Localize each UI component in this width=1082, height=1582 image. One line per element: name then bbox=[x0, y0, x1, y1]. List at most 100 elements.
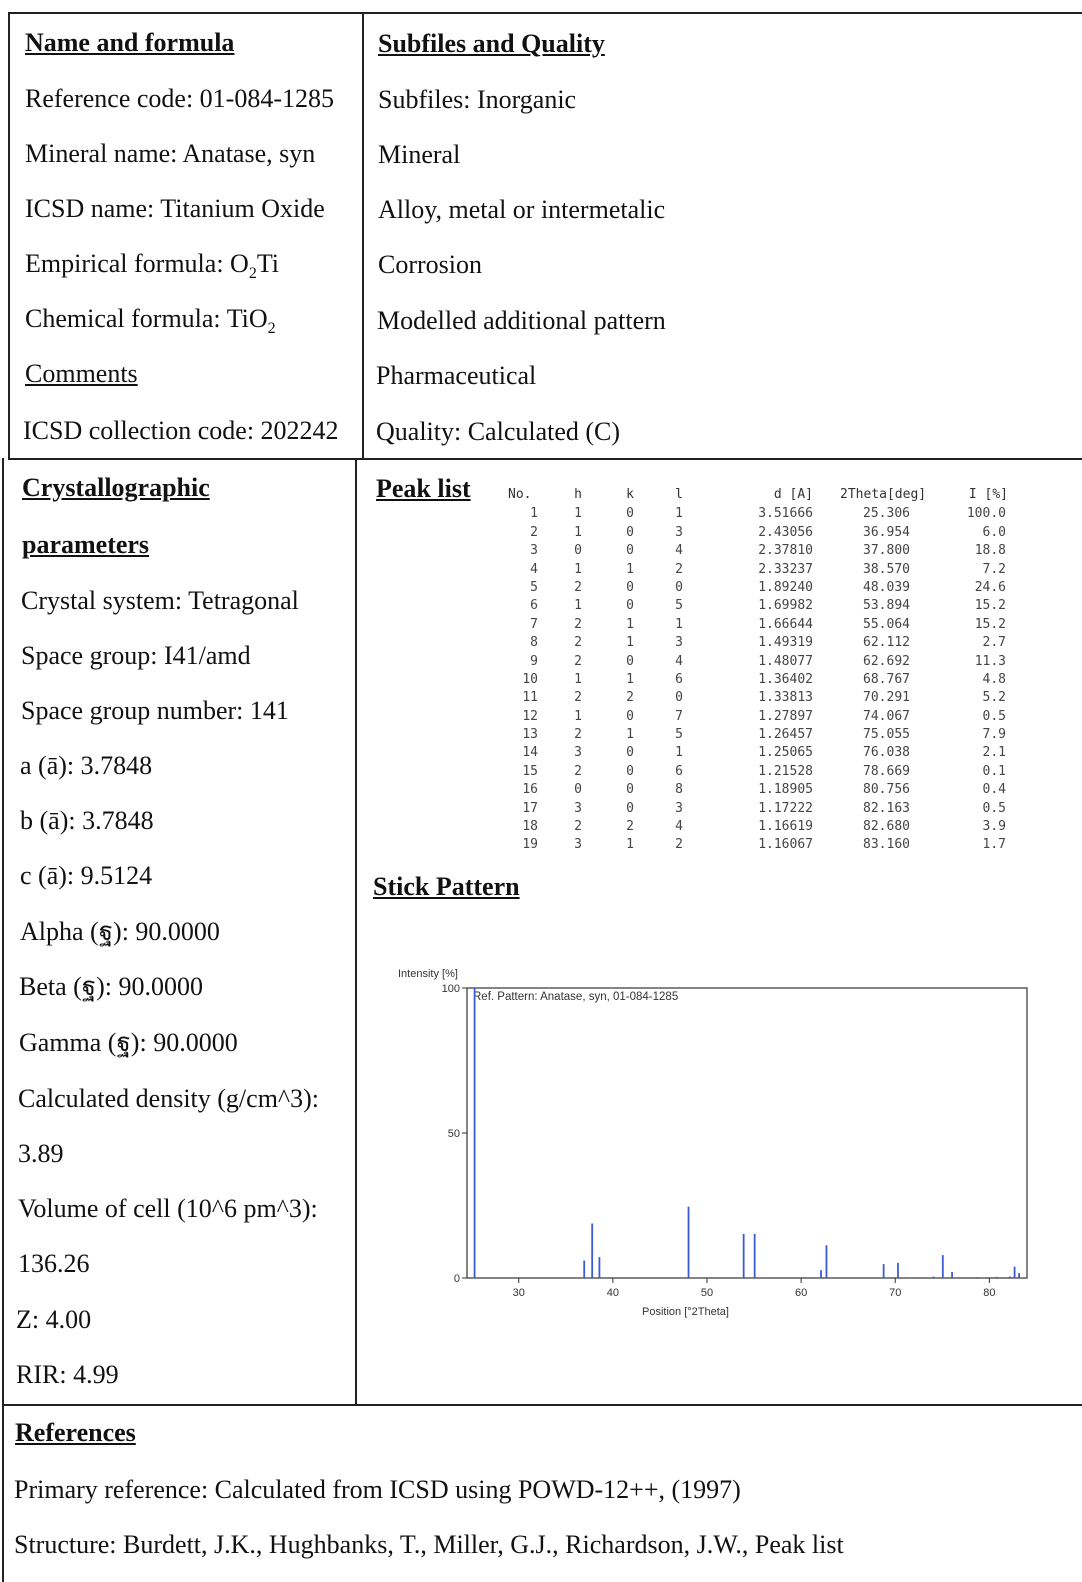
subfile-pharmaceutical: Pharmaceutical bbox=[376, 361, 537, 390]
peak-cell: 0.1 bbox=[982, 763, 1006, 779]
peak-cell: 0 bbox=[626, 800, 634, 816]
subfile-mineral: Mineral bbox=[378, 140, 461, 169]
peak-list-heading: Peak list bbox=[376, 474, 471, 503]
peak-cell: 1 bbox=[574, 524, 582, 540]
peak-cell: 3 bbox=[530, 543, 538, 559]
peak-cell: 1 bbox=[574, 708, 582, 724]
peak-cell: 1 bbox=[626, 727, 634, 743]
peak-cell: 2 bbox=[574, 579, 582, 595]
peak-cell: 4.8 bbox=[982, 671, 1006, 687]
peak-cell: 13 bbox=[522, 727, 538, 743]
peak-cell: 0 bbox=[626, 598, 634, 614]
chemical-formula: Chemical formula: TiO2 bbox=[25, 304, 276, 338]
peak-cell: 0 bbox=[626, 763, 634, 779]
empirical-formula: Empirical formula: O2Ti bbox=[25, 249, 280, 283]
peak-cell: 2 bbox=[574, 727, 582, 743]
peak-cell: 0 bbox=[626, 506, 634, 522]
peak-cell: 1 bbox=[626, 616, 634, 632]
peak-cell: 68.767 bbox=[863, 671, 910, 687]
peak-cell: 3.9 bbox=[982, 819, 1006, 835]
table-row-divider-1 bbox=[8, 458, 1082, 460]
peak-cell: 25.306 bbox=[863, 506, 910, 522]
table-left-border-bottom bbox=[2, 1404, 4, 1582]
peak-cell: 2 bbox=[574, 635, 582, 651]
density-label: Calculated density (g/cm^3): bbox=[18, 1084, 320, 1113]
peak-cell: 1.89240 bbox=[758, 579, 813, 595]
peak-cell: 5 bbox=[675, 598, 683, 614]
peak-cell: 1.48077 bbox=[758, 653, 813, 669]
peak-cell: 2.33237 bbox=[758, 561, 813, 577]
peak-cell: 5.2 bbox=[982, 690, 1006, 706]
mineral-name: Mineral name: Anatase, syn bbox=[25, 139, 316, 168]
table-middle-divider-top bbox=[362, 12, 364, 460]
peak-cell: 3 bbox=[574, 837, 582, 853]
peak-cell: 1.69982 bbox=[758, 598, 813, 614]
peak-cell: 0 bbox=[626, 653, 634, 669]
peak-cell: 5 bbox=[530, 579, 538, 595]
peak-cell: 2.43056 bbox=[758, 524, 813, 540]
peak-cell: 48.039 bbox=[863, 579, 910, 595]
icsd-name: ICSD name: Titanium Oxide bbox=[25, 194, 325, 223]
peak-cell: 0 bbox=[574, 543, 582, 559]
peak-cell: 1 bbox=[675, 616, 683, 632]
crystallographic-heading-line2: parameters bbox=[22, 530, 150, 559]
chart-title: Ref. Pattern: Anatase, syn, 01-084-1285 bbox=[473, 991, 678, 1003]
peak-cell: 3 bbox=[574, 800, 582, 816]
peak-cell: 0 bbox=[574, 782, 582, 798]
peak-col-k: k bbox=[626, 487, 634, 502]
peak-cell: 1 bbox=[626, 671, 634, 687]
space-group-number: Space group number: 141 bbox=[21, 696, 289, 725]
peak-cell: 62.692 bbox=[863, 653, 910, 669]
peak-cell: 0 bbox=[626, 782, 634, 798]
peak-cell: 82.680 bbox=[863, 819, 910, 835]
peak-cell: 1.21528 bbox=[758, 763, 813, 779]
peak-cell: 80.756 bbox=[863, 782, 910, 798]
table-top-border bbox=[8, 12, 1082, 14]
peak-cell: 37.800 bbox=[863, 543, 910, 559]
peak-cell: 2 bbox=[675, 837, 683, 853]
peak-cell: 1 bbox=[626, 561, 634, 577]
peak-cell: 3 bbox=[675, 635, 683, 651]
peak-cell: 76.038 bbox=[863, 745, 910, 761]
peak-cell: 8 bbox=[530, 635, 538, 651]
subfile-alloy: Alloy, metal or intermetalic bbox=[378, 195, 666, 224]
primary-reference: Primary reference: Calculated from ICSD … bbox=[14, 1475, 741, 1504]
peak-cell: 1.27897 bbox=[758, 708, 813, 724]
structure-reference: Structure: Burdett, J.K., Hughbanks, T.,… bbox=[14, 1530, 844, 1559]
peak-cell: 1.16067 bbox=[758, 837, 813, 853]
peak-col-h: h bbox=[574, 487, 582, 502]
peak-cell: 11.3 bbox=[974, 653, 1006, 669]
peak-cell: 17 bbox=[522, 800, 538, 816]
peak-cell: 7 bbox=[675, 708, 683, 724]
volume-value: 136.26 bbox=[18, 1249, 90, 1278]
peak-cell: 2 bbox=[574, 690, 582, 706]
peak-cell: 1.36402 bbox=[758, 671, 813, 687]
peak-cell: 15.2 bbox=[974, 598, 1006, 614]
peak-cell: 7 bbox=[530, 616, 538, 632]
peak-col-d: d [A] bbox=[773, 487, 813, 502]
x-tick-label: 30 bbox=[513, 1287, 525, 1299]
cell-b: b (ā): 3.7848 bbox=[20, 806, 154, 835]
y-axis-title: Intensity [%] bbox=[398, 968, 458, 980]
peak-cell: 0 bbox=[626, 579, 634, 595]
peak-cell: 9 bbox=[530, 653, 538, 669]
peak-cell: 74.067 bbox=[863, 708, 910, 724]
cell-c: c (ā): 9.5124 bbox=[20, 861, 153, 890]
peak-cell: 1 bbox=[530, 506, 538, 522]
peak-col-l: l bbox=[675, 487, 683, 502]
quality: Quality: Calculated (C) bbox=[376, 417, 621, 446]
peak-cell: 1.33813 bbox=[758, 690, 813, 706]
stick-series bbox=[473, 988, 1020, 1278]
peak-cell: 2 bbox=[574, 616, 582, 632]
peak-cell: 2.7 bbox=[982, 635, 1006, 651]
peak-cell: 82.163 bbox=[863, 800, 910, 816]
rir-value: RIR: 4.99 bbox=[16, 1360, 119, 1389]
axis-ticks: 30 40 50 60 70 80 0 50 100 bbox=[442, 983, 996, 1299]
peak-cell: 2 bbox=[574, 763, 582, 779]
peak-cell: 75.055 bbox=[863, 727, 910, 743]
peak-cell: 1 bbox=[626, 837, 634, 853]
peak-cell: 10 bbox=[522, 671, 538, 687]
comments-link[interactable]: Comments bbox=[25, 359, 138, 388]
peak-cell: 0 bbox=[675, 579, 683, 595]
